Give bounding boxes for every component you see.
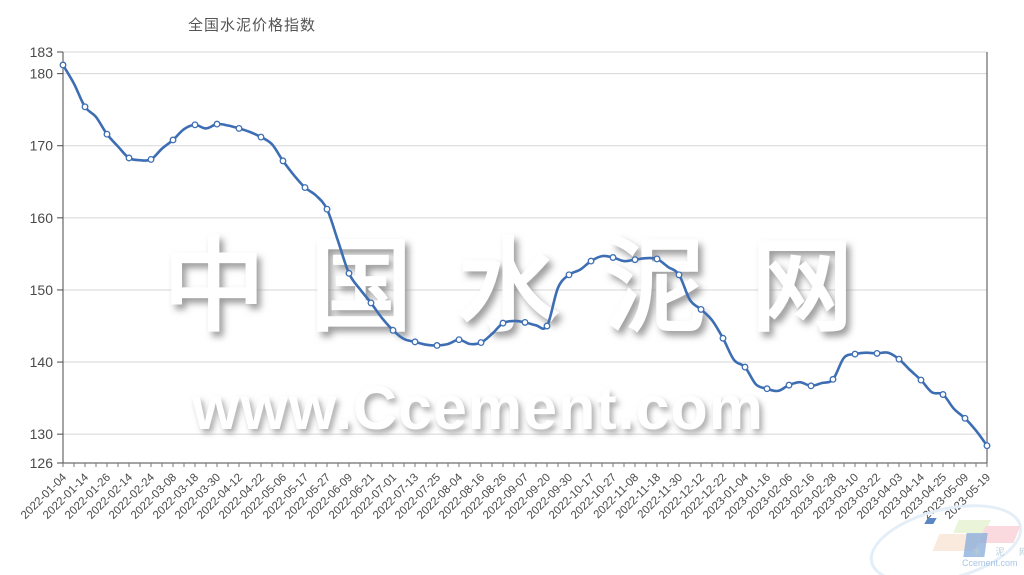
data-point-marker[interactable]: [763, 385, 771, 393]
data-point-marker[interactable]: [939, 391, 947, 398]
data-point-marker[interactable]: [521, 318, 529, 326]
data-point-marker[interactable]: [147, 155, 155, 163]
data-point-marker[interactable]: [191, 121, 199, 129]
data-point-marker[interactable]: [565, 271, 573, 279]
data-point-marker[interactable]: [125, 154, 133, 162]
y-axis-label: 130: [30, 426, 54, 442]
data-point-marker[interactable]: [257, 133, 265, 141]
data-point-marker[interactable]: [829, 375, 837, 383]
watermark-url: www.Ccement.com: [192, 378, 764, 439]
data-point-marker[interactable]: [675, 271, 683, 279]
data-point-marker[interactable]: [983, 442, 991, 450]
data-point-marker[interactable]: [785, 381, 793, 389]
y-axis-label: 150: [30, 282, 54, 298]
data-point-marker[interactable]: [169, 136, 177, 144]
data-point-marker[interactable]: [631, 256, 639, 264]
data-point-marker[interactable]: [499, 319, 507, 327]
data-point-marker[interactable]: [389, 326, 397, 334]
data-point-marker[interactable]: [411, 338, 419, 346]
y-axis-label: 126: [30, 455, 54, 471]
y-axis-label: 160: [30, 210, 54, 226]
logo-text-en: Ccement.com: [962, 558, 1018, 568]
y-axis-label: 170: [30, 138, 54, 154]
logo-text-cn: 水 泥 网: [972, 547, 1024, 557]
data-point-marker[interactable]: [345, 269, 353, 277]
data-point-marker[interactable]: [807, 382, 815, 390]
data-point-marker[interactable]: [873, 349, 881, 357]
data-point-marker[interactable]: [279, 157, 287, 165]
data-point-marker[interactable]: [543, 322, 551, 330]
data-point-marker[interactable]: [961, 414, 969, 422]
data-point-marker[interactable]: [433, 342, 441, 349]
ccement-logo: 水 泥 网 Ccement.com: [860, 490, 1024, 575]
y-axis-label: 140: [30, 354, 54, 370]
data-point-marker[interactable]: [697, 305, 705, 313]
data-point-marker[interactable]: [609, 254, 617, 261]
data-point-marker[interactable]: [455, 336, 463, 344]
data-point-marker[interactable]: [477, 339, 485, 347]
y-axis-label: 183: [30, 44, 54, 60]
data-point-marker[interactable]: [653, 255, 661, 263]
data-point-marker[interactable]: [59, 61, 67, 69]
data-point-marker[interactable]: [741, 363, 749, 371]
data-point-marker[interactable]: [213, 120, 221, 128]
data-point-marker[interactable]: [301, 184, 309, 192]
data-point-marker[interactable]: [103, 130, 111, 138]
data-point-marker[interactable]: [895, 355, 903, 363]
data-point-marker[interactable]: [587, 257, 595, 265]
chart-plot-area[interactable]: [63, 52, 987, 463]
data-point-marker[interactable]: [235, 124, 243, 132]
data-point-marker[interactable]: [367, 299, 375, 307]
chart-title: 全国水泥价格指数: [188, 17, 317, 34]
data-point-marker[interactable]: [851, 350, 859, 358]
data-point-marker[interactable]: [719, 334, 727, 342]
data-point-marker[interactable]: [917, 376, 925, 384]
data-point-marker[interactable]: [81, 103, 89, 111]
y-axis-label: 180: [30, 66, 54, 82]
data-point-marker[interactable]: [323, 205, 331, 213]
